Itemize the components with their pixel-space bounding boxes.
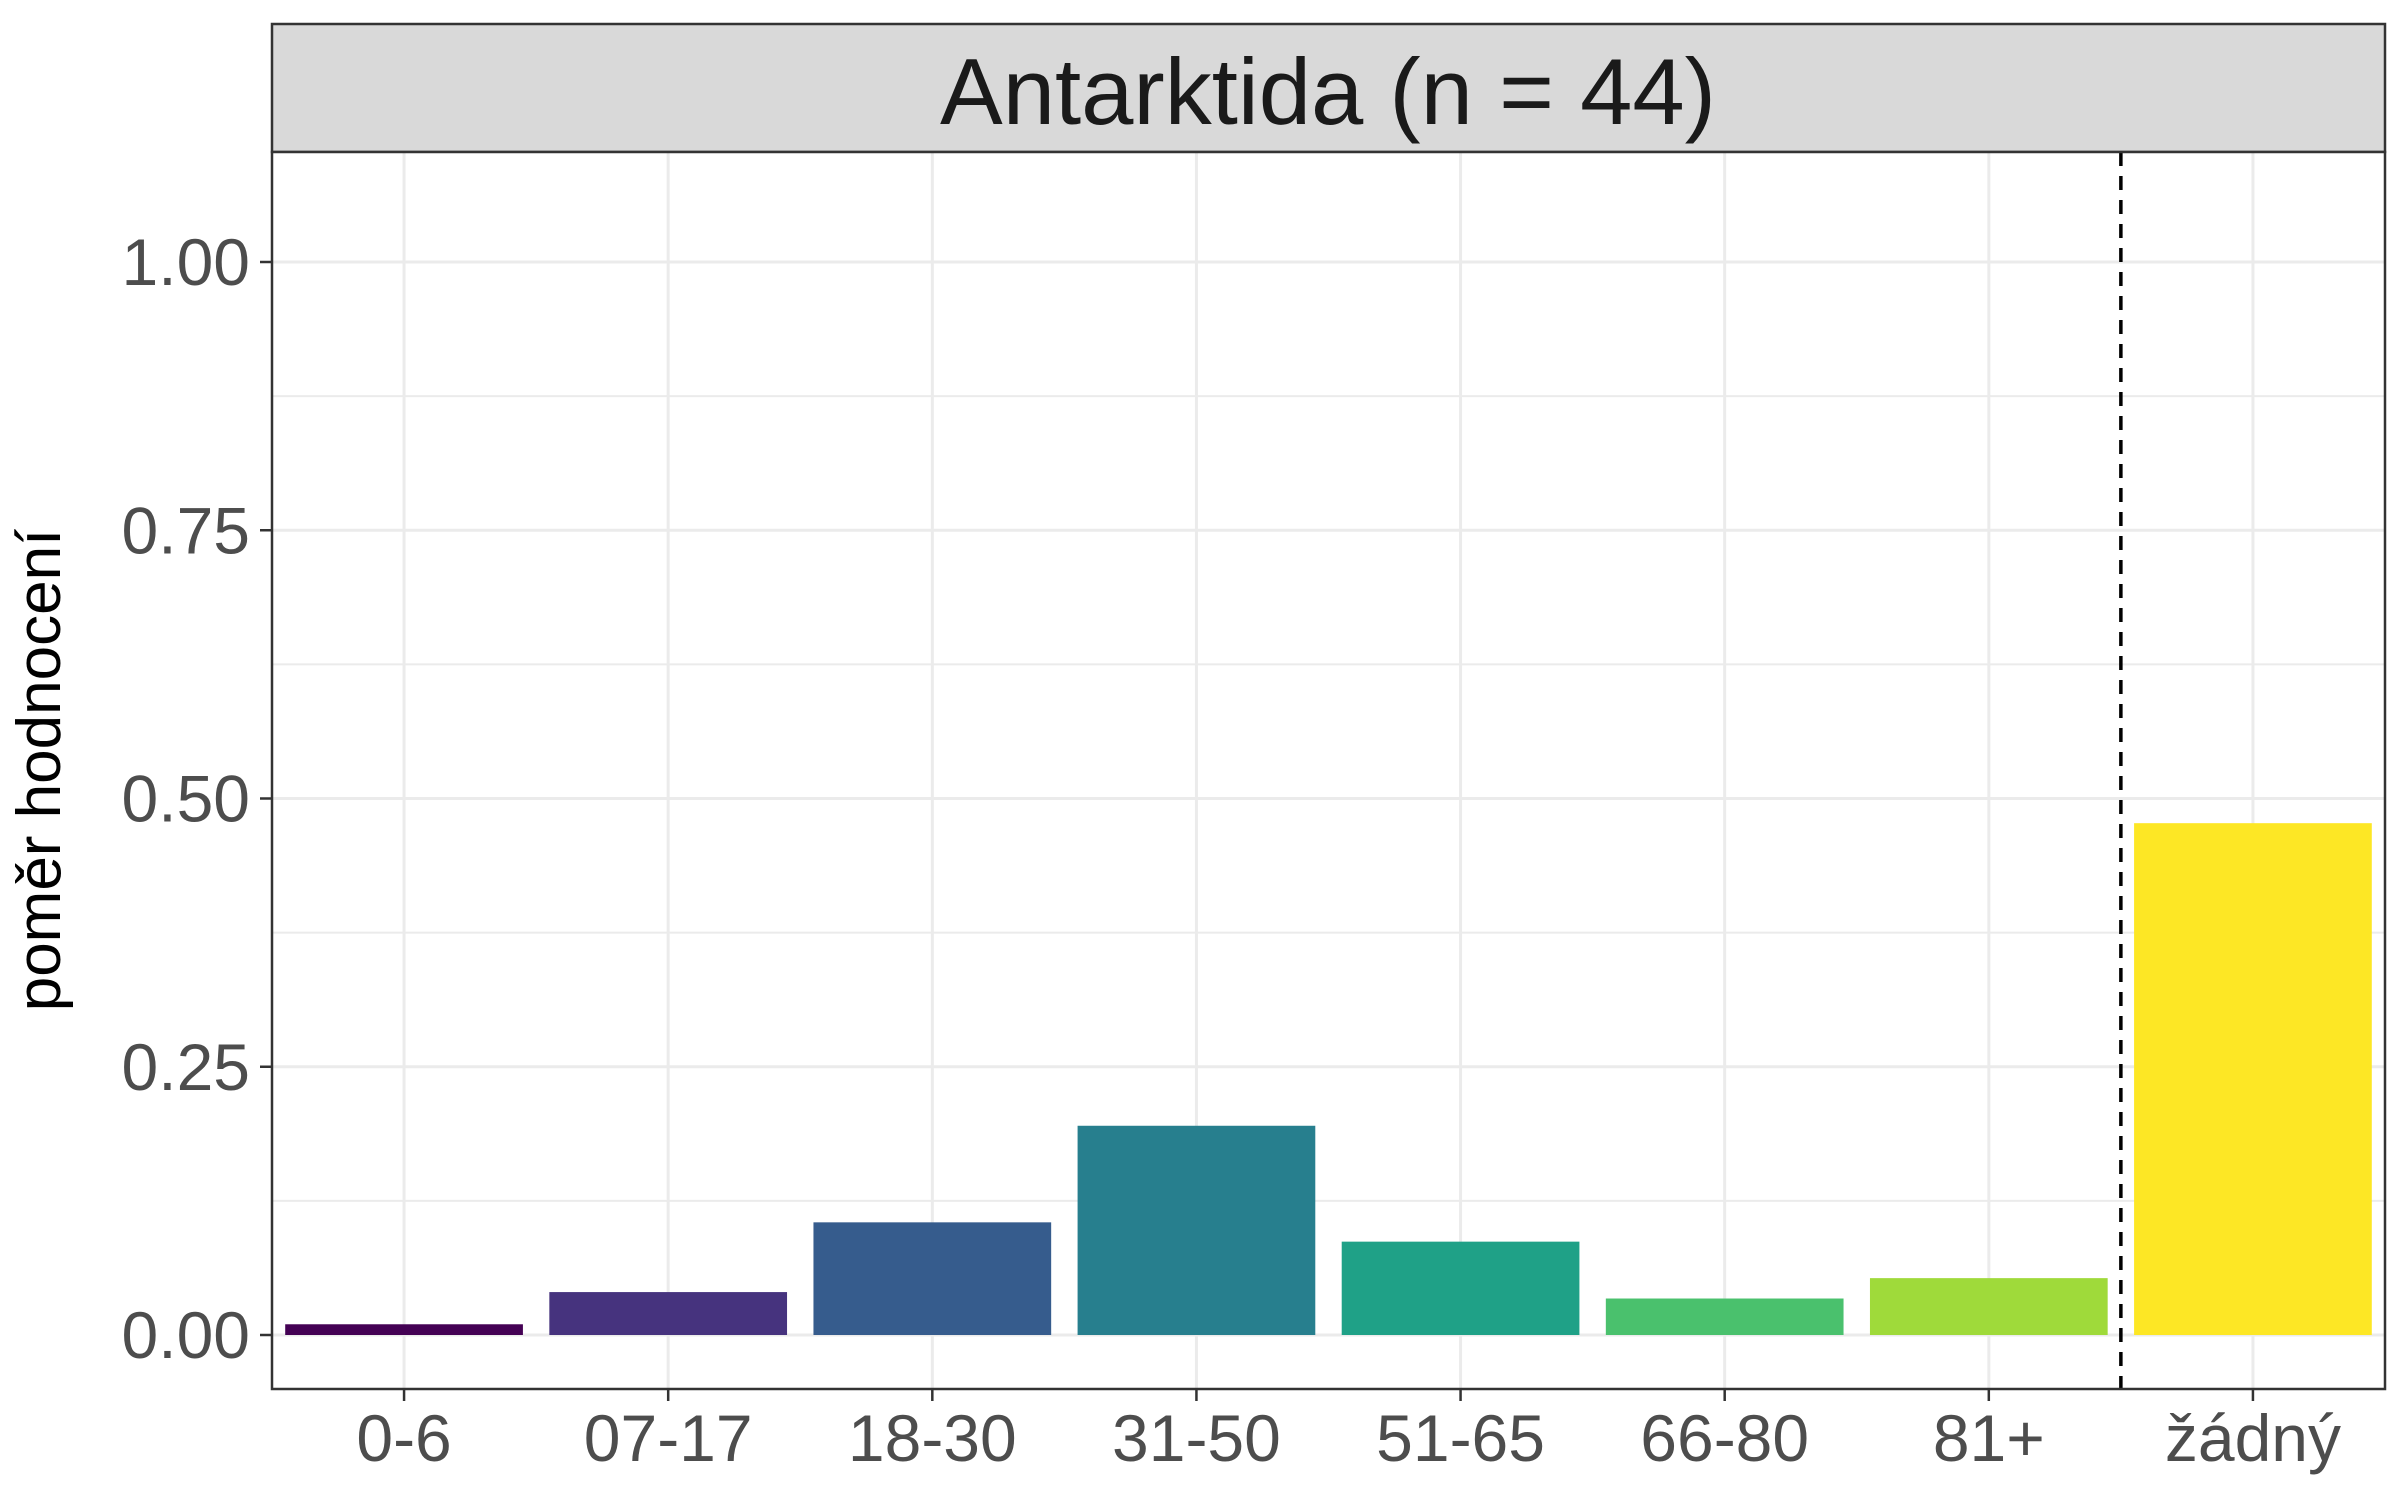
x-tick-label: 31-50 [1112, 1401, 1281, 1475]
x-tick-label: 66-80 [1640, 1401, 1809, 1475]
y-axis-title: poměr hodnocení [5, 529, 74, 1012]
x-axis: 0-6 07-17 18-30 31-50 51-65 66-80 81+ žádný [356, 1389, 2341, 1475]
x-tick-label: 07-17 [584, 1401, 753, 1475]
x-tick-label: 51-65 [1376, 1401, 1545, 1475]
chart-title: Antarktida (n = 44) [940, 39, 1716, 144]
bar-07-17 [549, 1292, 788, 1335]
x-tick-label: 18-30 [848, 1401, 1017, 1475]
bar-51-65 [1341, 1241, 1580, 1335]
y-tick-label: 0.50 [122, 762, 250, 836]
bar-0-6 [285, 1324, 523, 1335]
facet-strip [270, 22, 2387, 154]
bar-18-30 [813, 1222, 1052, 1335]
x-tick-label: 81+ [1933, 1401, 2045, 1475]
bar-žádný [2134, 823, 2372, 1335]
bar-31-50 [1077, 1125, 1316, 1335]
y-tick-label: 0.75 [122, 493, 250, 567]
y-tick-label: 0.00 [122, 1298, 250, 1372]
bars-group [285, 823, 2372, 1335]
plot-border [270, 150, 2387, 1391]
y-tick-label: 0.25 [122, 1030, 250, 1104]
x-tick-label: žádný [2165, 1401, 2341, 1475]
bar-66-80 [1605, 1298, 1844, 1335]
grid-lines [272, 152, 2385, 1389]
bar-81+ [1869, 1278, 2108, 1335]
y-axis: 0.00 0.25 0.50 0.75 1.00 [122, 225, 272, 1372]
plot-panel [272, 152, 2385, 1389]
y-tick-label: 1.00 [122, 225, 250, 299]
x-tick-label: 0-6 [356, 1401, 451, 1475]
